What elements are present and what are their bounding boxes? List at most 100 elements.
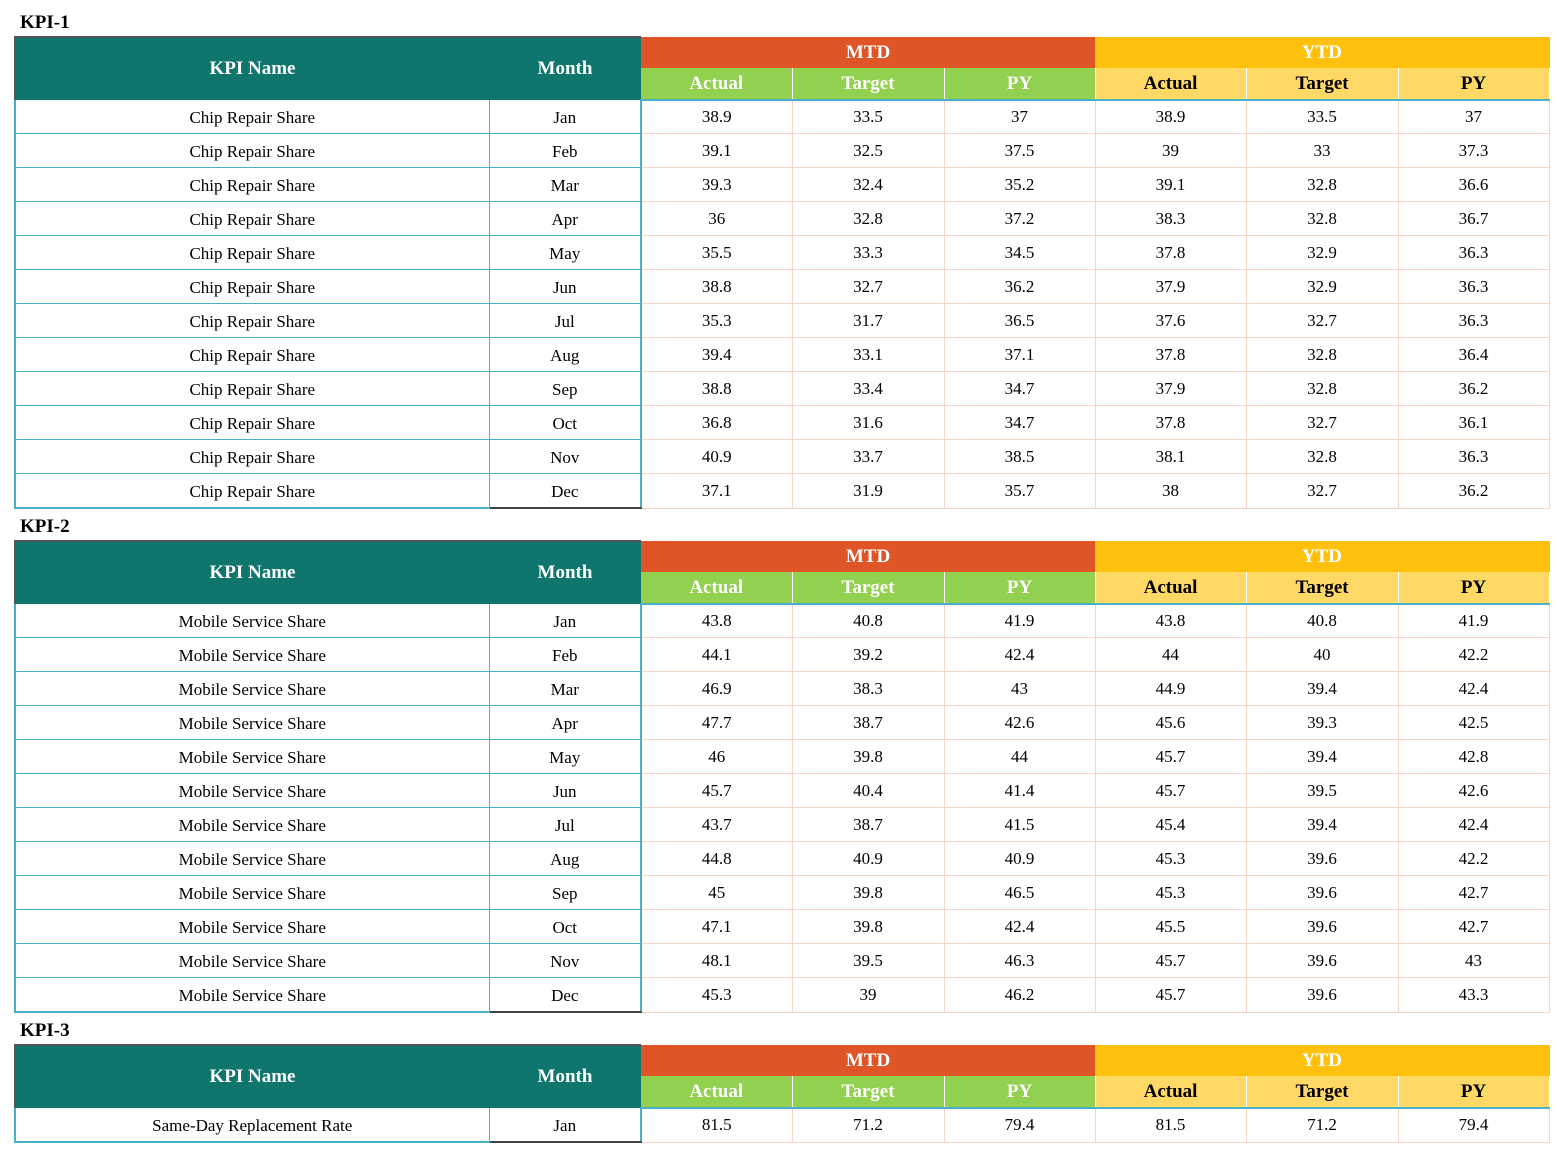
kpi-name-cell: Chip Repair Share (14, 235, 490, 270)
mtd-actual-cell: 36 (641, 201, 793, 236)
ytd-group-header: YTD (1095, 1045, 1550, 1076)
month-header: Month (489, 36, 641, 100)
mtd-py-cell: 37.5 (944, 133, 1096, 168)
mtd-actual-cell: 45 (641, 875, 793, 910)
mtd-py-cell: 46.2 (944, 977, 1096, 1013)
mtd-py-cell: 38.5 (944, 439, 1096, 474)
ytd-py-cell: 43.3 (1398, 977, 1550, 1013)
mtd-py-cell: 79.4 (944, 1108, 1096, 1143)
ytd-target-cell: 39.6 (1246, 841, 1399, 876)
ytd-target-cell: 39.6 (1246, 909, 1399, 944)
table-row: Chip Repair Share Apr 36 32.8 37.2 38.3 32.8 36… (14, 201, 1565, 236)
month-cell: Feb (489, 133, 642, 168)
ytd-actual-cell: 37.6 (1095, 303, 1247, 338)
mtd-target-cell: 40.4 (792, 773, 945, 808)
kpi-table: KPI Name Month MTD YTD Actual Target PY Actual T… (14, 540, 1565, 1013)
ytd-actual-cell: 45.7 (1095, 773, 1247, 808)
ytd-py-cell: 42.6 (1398, 773, 1550, 808)
kpi-name-cell: Mobile Service Share (14, 875, 490, 910)
kpi-name-cell: Mobile Service Share (14, 739, 490, 774)
ytd-target-cell: 32.8 (1246, 201, 1399, 236)
ytd-py-cell: 37.3 (1398, 133, 1550, 168)
ytd-actual-cell: 45.6 (1095, 705, 1247, 740)
mtd-py-cell: 44 (944, 739, 1096, 774)
ytd-py-cell: 79.4 (1398, 1108, 1550, 1143)
mtd-py-cell: 37.1 (944, 337, 1096, 372)
mtd-target-cell: 40.8 (792, 604, 945, 638)
kpi-name-cell: Chip Repair Share (14, 303, 490, 338)
ytd-actual-cell: 45.3 (1095, 841, 1247, 876)
kpi-name-header: KPI Name (14, 36, 489, 100)
ytd-py-cell: 36.3 (1398, 439, 1550, 474)
ytd-target-cell: 39.3 (1246, 705, 1399, 740)
table-row: Chip Repair Share Feb 39.1 32.5 37.5 39 33 37.3 (14, 133, 1565, 168)
kpi-name-cell: Chip Repair Share (14, 473, 490, 509)
kpi-name-cell: Mobile Service Share (14, 943, 490, 978)
table-row: Chip Repair Share Dec 37.1 31.9 35.7 38 32.7 36… (14, 473, 1565, 509)
mtd-actual-cell: 46.9 (641, 671, 793, 706)
table-row: Mobile Service Share May 46 39.8 44 45.7 39.4 4… (14, 739, 1565, 774)
ytd-actual-cell: 45.3 (1095, 875, 1247, 910)
ytd-actual-header: Actual (1095, 68, 1247, 101)
ytd-py-cell: 37 (1398, 100, 1550, 134)
mtd-py-header: PY (944, 572, 1096, 605)
mtd-actual-header: Actual (641, 572, 793, 605)
ytd-actual-cell: 38.3 (1095, 201, 1247, 236)
mtd-py-cell: 42.4 (944, 637, 1096, 672)
month-cell: Apr (489, 201, 642, 236)
ytd-target-cell: 39.4 (1246, 671, 1399, 706)
ytd-py-cell: 36.2 (1398, 371, 1550, 406)
ytd-target-cell: 39.6 (1246, 875, 1399, 910)
ytd-actual-cell: 45.7 (1095, 943, 1247, 978)
month-cell: May (489, 739, 642, 774)
mtd-py-cell: 35.2 (944, 167, 1096, 202)
mtd-target-cell: 32.8 (792, 201, 945, 236)
mtd-target-cell: 33.7 (792, 439, 945, 474)
kpi-name-cell: Chip Repair Share (14, 371, 490, 406)
mtd-py-cell: 41.4 (944, 773, 1096, 808)
month-cell: Nov (489, 439, 642, 474)
mtd-actual-cell: 40.9 (641, 439, 793, 474)
mtd-target-cell: 31.9 (792, 473, 945, 509)
mtd-target-cell: 32.7 (792, 269, 945, 304)
month-cell: Apr (489, 705, 642, 740)
mtd-target-cell: 71.2 (792, 1108, 945, 1143)
ytd-target-cell: 32.8 (1246, 167, 1399, 202)
mtd-py-header: PY (944, 1076, 1096, 1109)
ytd-target-cell: 32.9 (1246, 269, 1399, 304)
ytd-target-cell: 40 (1246, 637, 1399, 672)
ytd-py-header: PY (1398, 68, 1550, 101)
ytd-py-cell: 36.3 (1398, 303, 1550, 338)
table-row: Chip Repair Share Jan 38.9 33.5 37 38.9 33.5 37 (14, 100, 1565, 134)
mtd-actual-cell: 37.1 (641, 473, 793, 509)
month-cell: Oct (489, 909, 642, 944)
kpi-title: KPI-1 (20, 12, 70, 33)
mtd-actual-cell: 45.7 (641, 773, 793, 808)
month-cell: Mar (489, 671, 642, 706)
ytd-target-cell: 39.4 (1246, 739, 1399, 774)
mtd-target-cell: 38.3 (792, 671, 945, 706)
ytd-target-header: Target (1246, 572, 1399, 605)
mtd-target-cell: 38.7 (792, 807, 945, 842)
mtd-target-cell: 38.7 (792, 705, 945, 740)
ytd-actual-cell: 39 (1095, 133, 1247, 168)
kpi-name-header: KPI Name (14, 540, 489, 604)
mtd-py-cell: 40.9 (944, 841, 1096, 876)
ytd-py-cell: 42.8 (1398, 739, 1550, 774)
table-row: Same-Day Replacement Rate Jan 81.5 71.2 79.4… (14, 1108, 1565, 1143)
mtd-py-cell: 46.3 (944, 943, 1096, 978)
mtd-py-cell: 43 (944, 671, 1096, 706)
month-cell: Jul (489, 807, 642, 842)
kpi-name-cell: Chip Repair Share (14, 269, 490, 304)
table-row: Mobile Service Share Feb 44.1 39.2 42.4 44 40 4… (14, 637, 1565, 672)
kpi-name-cell: Chip Repair Share (14, 167, 490, 202)
table-row: Mobile Service Share Dec 45.3 39 46.2 45.7 39.… (14, 977, 1565, 1013)
ytd-target-cell: 32.7 (1246, 303, 1399, 338)
ytd-actual-cell: 45.4 (1095, 807, 1247, 842)
kpi-table: KPI Name Month MTD YTD Actual Target PY Actual T… (14, 36, 1565, 509)
mtd-actual-cell: 43.7 (641, 807, 793, 842)
mtd-py-cell: 34.7 (944, 405, 1096, 440)
kpi-name-cell: Mobile Service Share (14, 807, 490, 842)
mtd-group-header: MTD (641, 541, 1096, 572)
mtd-actual-cell: 81.5 (641, 1108, 793, 1143)
